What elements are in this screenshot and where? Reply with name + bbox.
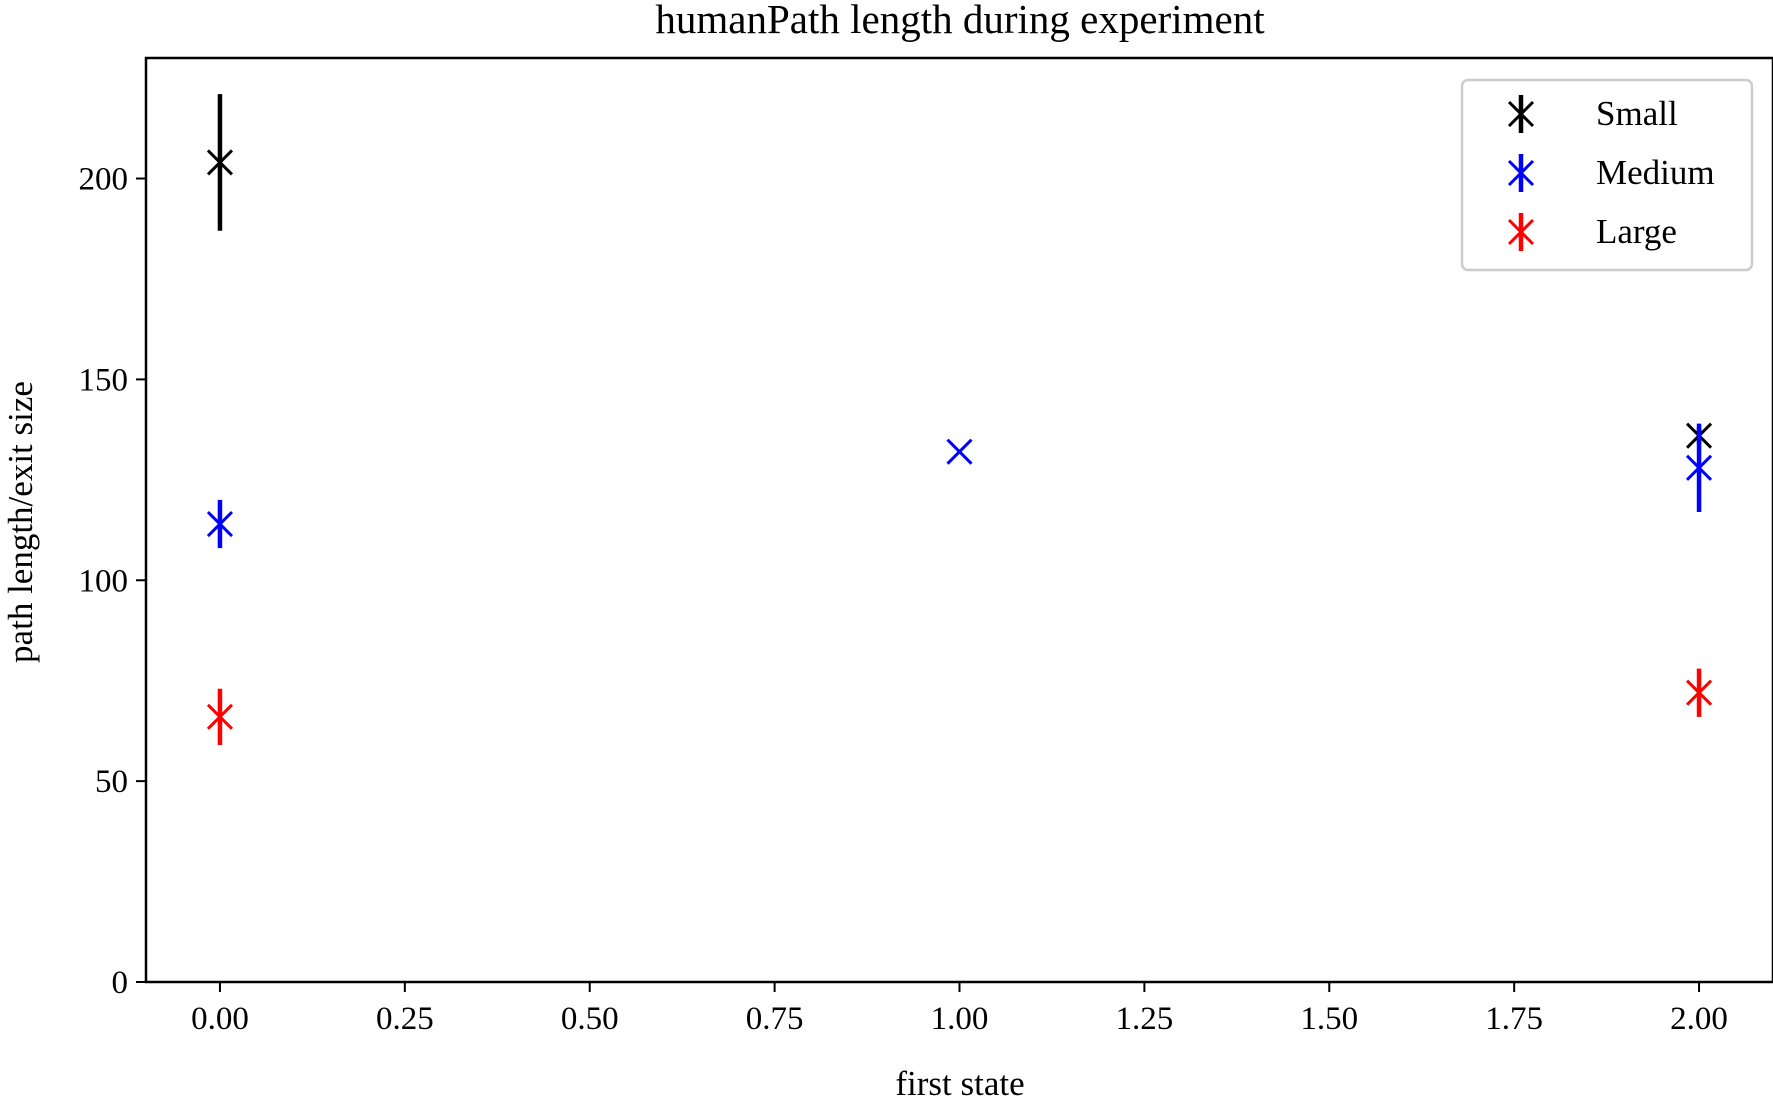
x-tick-label: 0.00 bbox=[191, 1001, 249, 1037]
x-tick-label: 1.75 bbox=[1485, 1001, 1543, 1037]
y-axis-label: path length/exit size bbox=[1, 381, 40, 663]
point-small bbox=[206, 149, 234, 176]
plot-area: 0.00 0.25 0.50 0.75 1.00 1.25 1.50 1.75 2.00 0 50 1… bbox=[79, 56, 1773, 1037]
legend-label-large: Large bbox=[1596, 212, 1677, 251]
chart-title: humanPath length during experiment bbox=[655, 0, 1265, 42]
y-tick-label: 200 bbox=[79, 162, 129, 198]
x-tick-label: 1.25 bbox=[1116, 1001, 1174, 1037]
point-large bbox=[206, 703, 234, 730]
x-tick-label: 2.00 bbox=[1670, 1001, 1728, 1037]
y-tick-label: 100 bbox=[79, 563, 129, 599]
x-axis-label: first state bbox=[895, 1064, 1024, 1103]
y-tick-label: 150 bbox=[79, 362, 129, 398]
x-tick-label: 0.25 bbox=[376, 1001, 434, 1037]
y-tick-label: 0 bbox=[112, 965, 129, 1001]
legend-marker-medium bbox=[1507, 159, 1535, 187]
x-tick-label: 1.00 bbox=[931, 1001, 989, 1037]
point-medium bbox=[1685, 454, 1713, 481]
legend: Small Medium Large bbox=[1460, 78, 1754, 272]
y-tick-label: 50 bbox=[95, 764, 128, 800]
legend-label-small: Small bbox=[1596, 94, 1678, 133]
point-medium bbox=[206, 510, 234, 538]
legend-box bbox=[1460, 78, 1754, 272]
legend-label-medium: Medium bbox=[1596, 153, 1715, 192]
x-tick-label: 0.50 bbox=[561, 1001, 619, 1037]
x-tick-label: 1.50 bbox=[1300, 1001, 1358, 1037]
point-medium bbox=[946, 438, 973, 465]
x-tick-label: 0.75 bbox=[746, 1001, 804, 1037]
legend-marker-large bbox=[1507, 218, 1535, 246]
legend-marker-small bbox=[1507, 100, 1535, 128]
point-large bbox=[1685, 679, 1713, 706]
